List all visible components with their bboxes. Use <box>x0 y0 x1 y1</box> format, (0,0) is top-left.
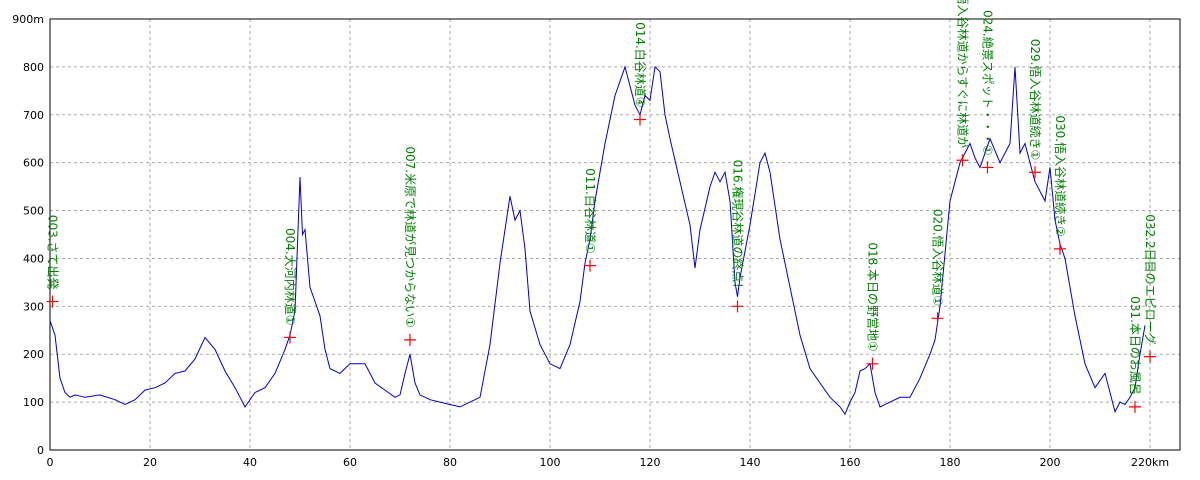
y-tick-label: 0 <box>37 444 44 457</box>
x-tick-label: 80 <box>443 456 457 469</box>
waypoint-label: 021.悟入谷林道からすぐに林道が <box>956 0 971 148</box>
y-tick-label: 700 <box>23 109 44 122</box>
waypoint-label: 003.さて出発 <box>46 215 60 290</box>
waypoint-label: 011.白谷林道① <box>583 168 598 253</box>
y-tick-label: 300 <box>23 300 44 313</box>
plot-frame <box>49 18 1181 451</box>
waypoint-label: 029.悟入谷林道続き① <box>1028 39 1043 160</box>
x-tick-label: 40 <box>243 456 257 469</box>
waypoint-marker <box>584 259 596 272</box>
waypoint-label: 024.絶景スポット・・・① <box>981 10 996 155</box>
x-tick-label: 180 <box>940 456 961 469</box>
waypoint-marker <box>1054 242 1066 255</box>
waypoint-label: 032.2日目のエピローグ <box>1143 214 1157 344</box>
waypoint-marker <box>46 295 59 308</box>
y-tick-label: 200 <box>23 348 44 361</box>
waypoint-marker <box>1129 400 1141 413</box>
x-tick-label: 120 <box>640 456 661 469</box>
waypoint-marker <box>284 331 296 344</box>
x-tick-label: 140 <box>740 456 761 469</box>
waypoint-label: 031.本日のお風呂 <box>1128 296 1142 395</box>
x-tick-label: 220km <box>1131 456 1169 469</box>
waypoint-marker <box>1144 350 1156 363</box>
x-tick-label: 60 <box>343 456 357 469</box>
waypoint-label: 030.悟入谷林道続き② <box>1053 115 1068 236</box>
waypoint-label: 004.大河内林道① <box>283 228 297 325</box>
waypoint-marker <box>931 312 944 325</box>
waypoint-label: 016.権現谷林道の終点！ <box>731 160 746 295</box>
x-tick-label: 20 <box>143 456 157 469</box>
waypoint-label: 020.悟入谷林道① <box>931 209 946 306</box>
waypoint-marker <box>1029 166 1041 179</box>
waypoint-marker <box>634 113 646 126</box>
x-tick-label: 0 <box>47 456 54 469</box>
x-tick-label: 100 <box>540 456 561 469</box>
y-tick-label: 400 <box>23 252 44 265</box>
y-tick-label: 600 <box>23 157 44 170</box>
waypoint-marker <box>956 154 969 167</box>
y-tick-label: 900m <box>12 13 44 26</box>
waypoint-label: 018.本日の野営地① <box>866 242 880 351</box>
waypoint-label: 007.米原で林道が見つからない① <box>403 146 418 327</box>
y-tick-label: 500 <box>23 205 44 218</box>
waypoint-marker <box>404 333 416 346</box>
x-tick-label: 200 <box>1040 456 1061 469</box>
y-tick-label: 100 <box>23 396 44 409</box>
x-tick-label: 160 <box>840 456 861 469</box>
waypoint-marker <box>981 161 994 174</box>
waypoint-label: 014.白谷林道④ <box>633 22 648 107</box>
waypoint-marker <box>731 300 744 313</box>
waypoint-marker <box>866 357 879 370</box>
y-tick-label: 800 <box>23 61 44 74</box>
elevation-line <box>49 65 1146 416</box>
